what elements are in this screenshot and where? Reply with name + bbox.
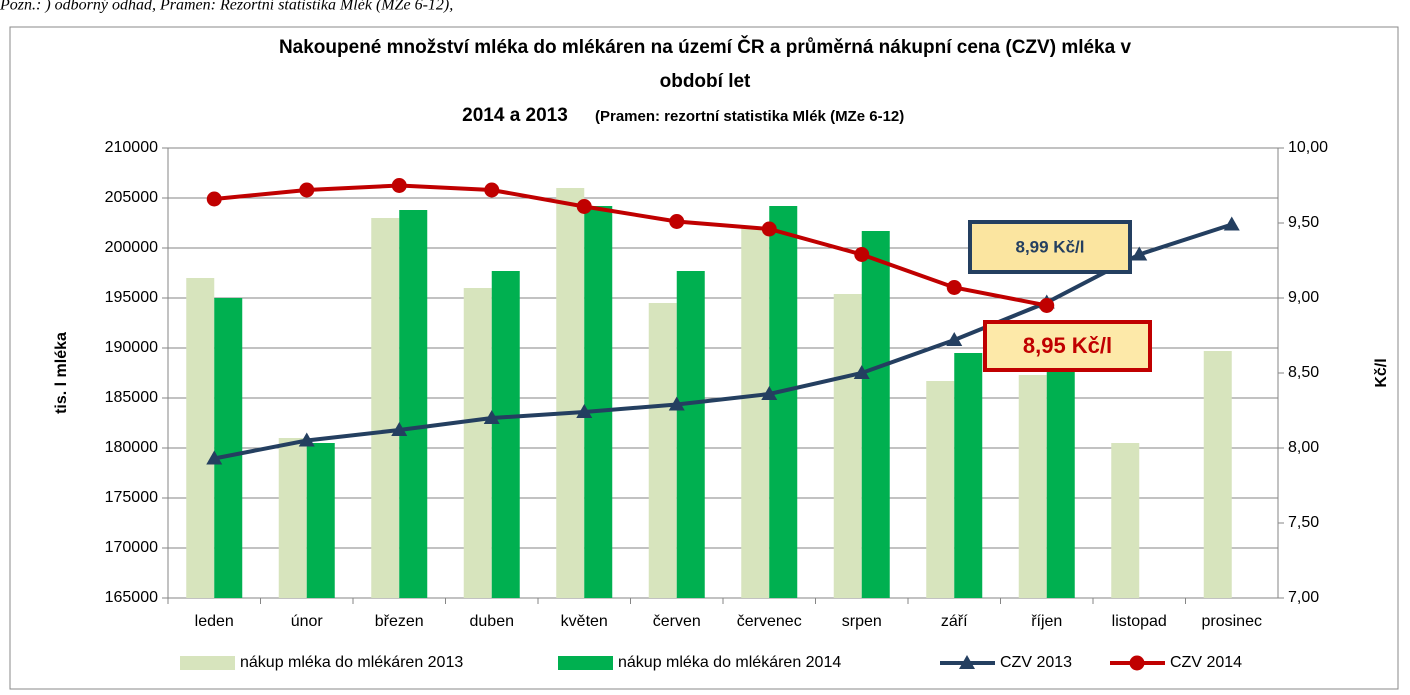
point [946, 332, 963, 346]
point [668, 396, 685, 411]
bar [741, 228, 770, 598]
bar [491, 271, 520, 598]
point [853, 365, 870, 379]
point [576, 404, 593, 418]
point [206, 450, 223, 465]
bar [1111, 443, 1140, 598]
bar [769, 206, 798, 598]
point [576, 199, 592, 214]
point [391, 178, 407, 193]
bar [648, 303, 677, 598]
point [854, 247, 870, 262]
bar [556, 188, 585, 598]
annotation: 8,99 Kč/l [1016, 237, 1085, 256]
x-tick-label: květen [561, 613, 608, 630]
annotation-box [983, 320, 1152, 372]
y-tick-label: 195000 [105, 289, 158, 306]
legend-marker [959, 655, 975, 669]
legend-label: nákup mléka do mlékáren 2013 [240, 654, 463, 671]
bar [1018, 375, 1047, 598]
y2-tick-label: 8,00 [1288, 439, 1319, 456]
point [484, 182, 500, 198]
y-tick-label: 200000 [105, 239, 158, 256]
point [206, 191, 222, 207]
bar [861, 231, 890, 598]
legend-marker [1129, 655, 1145, 671]
y-tick-label: 175000 [105, 489, 158, 506]
y-tick-label: 210000 [105, 139, 158, 156]
bar [676, 271, 705, 598]
bar [186, 278, 215, 598]
point [669, 214, 685, 229]
line [213, 222, 1233, 461]
legend-label: CZV 2014 [1170, 654, 1242, 671]
point [299, 182, 315, 198]
y-tick-label: 185000 [105, 389, 158, 406]
y2-tick-label: 7,50 [1288, 514, 1319, 531]
point [946, 280, 962, 295]
x-tick-label: říjen [1031, 613, 1062, 630]
x-tick-label: duben [470, 613, 515, 630]
bar [1203, 351, 1232, 598]
bar [954, 353, 983, 598]
line [214, 183, 1048, 308]
x-tick-label: srpen [842, 613, 882, 630]
legend-swatch [180, 656, 235, 670]
y-tick-label: 170000 [105, 539, 158, 556]
chart-subtitle: (Pramen: rezortní statistika Mlék (MZe 6… [595, 108, 904, 125]
y2-tick-label: 10,00 [1288, 139, 1328, 156]
y2-axis-label: Kč/l [1373, 358, 1390, 387]
point [391, 422, 408, 436]
y2-tick-label: 9,00 [1288, 289, 1319, 306]
y-tick-label: 190000 [105, 339, 158, 356]
bar [399, 210, 428, 598]
point [1039, 298, 1055, 313]
y-tick-label: 205000 [105, 189, 158, 206]
y2-tick-label: 9,50 [1288, 214, 1319, 231]
x-tick-label: prosinec [1202, 613, 1262, 630]
legend-swatch [558, 656, 613, 670]
bar [371, 218, 400, 598]
y2-tick-label: 8,50 [1288, 364, 1319, 381]
y-axis-label: tis. l mléka [53, 332, 70, 414]
y-tick-label: 180000 [105, 439, 158, 456]
bar [926, 381, 955, 598]
y-tick-label: 165000 [105, 589, 158, 606]
chart-title: období let [660, 71, 751, 92]
bar [306, 443, 335, 598]
x-tick-label: leden [195, 613, 234, 630]
note: Pozn.: ) odborný odhad, Pramen: Rezortní… [0, 0, 453, 14]
point [483, 410, 500, 424]
chart-title: 2014 a 2013 [462, 105, 568, 126]
x-tick-label: únor [291, 613, 324, 630]
point [1131, 246, 1148, 261]
chart-title: Nakoupené množství mléka do mlékáren na … [279, 36, 1132, 58]
point [298, 432, 315, 447]
x-tick-label: březen [375, 613, 424, 630]
annotation: 8,95 Kč/l [1023, 333, 1112, 358]
bar [278, 438, 307, 598]
legend-label: CZV 2013 [1000, 654, 1072, 671]
bar [463, 288, 492, 598]
bar [214, 298, 243, 598]
x-tick-label: červenec [737, 613, 802, 630]
x-tick-label: listopad [1112, 613, 1167, 630]
bar [584, 206, 613, 598]
x-tick-label: červen [653, 613, 701, 630]
legend-label: nákup mléka do mlékáren 2014 [618, 654, 841, 671]
point [761, 221, 777, 237]
bar [833, 294, 862, 598]
annotation-box [968, 220, 1132, 274]
bar [1046, 363, 1075, 598]
point [761, 386, 778, 400]
point [1223, 216, 1240, 231]
x-tick-label: září [941, 613, 968, 630]
y2-tick-label: 7,00 [1288, 589, 1319, 606]
